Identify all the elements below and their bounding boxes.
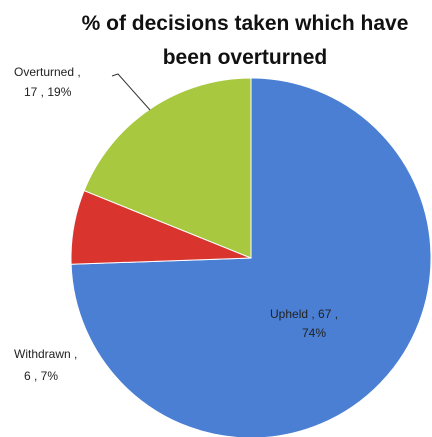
data-label: Upheld , 67 ,	[270, 307, 338, 321]
chart-title: been overturned	[163, 46, 328, 69]
leader-line	[111, 73, 151, 111]
data-label: Withdrawn ,	[14, 347, 77, 361]
data-label: 17 , 19%	[24, 85, 72, 99]
pie-slice	[83, 77, 252, 259]
chart-title: % of decisions taken which have	[82, 12, 409, 35]
data-label: 74%	[302, 326, 326, 340]
data-label: Overturned ,	[14, 65, 81, 79]
data-label: 6 , 7%	[24, 369, 58, 383]
